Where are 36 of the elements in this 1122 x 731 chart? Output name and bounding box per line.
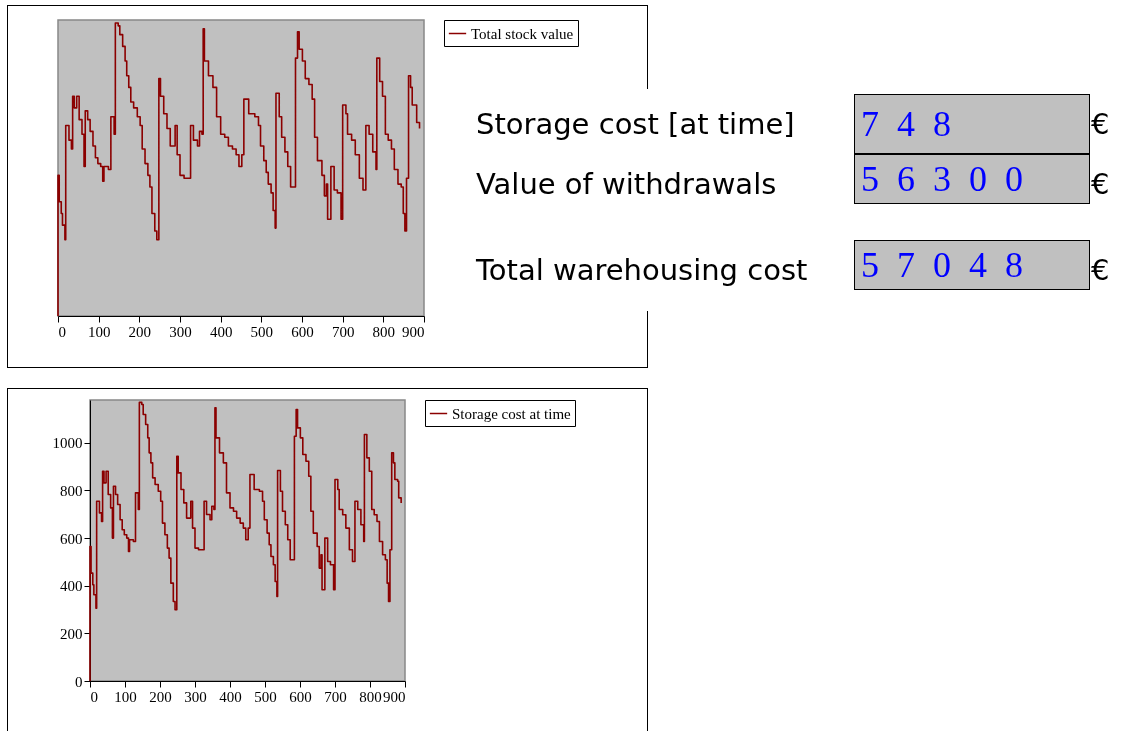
text: €: [1091, 167, 1110, 201]
x-tick-label: 800: [372, 323, 396, 340]
x-tick-label: 100: [114, 688, 137, 705]
x-tick-label: 500: [250, 323, 274, 340]
x-tick-label: 200: [128, 323, 152, 340]
y-tick-label: 200: [60, 625, 83, 642]
text: Value of withdrawals: [475, 167, 778, 201]
x-tick-label: 700: [324, 688, 347, 705]
x-tick-label: 0: [90, 688, 98, 705]
y-tick-label: 0: [75, 673, 83, 690]
x-tick-label: 400: [219, 688, 242, 705]
display-field: 748: [854, 94, 1090, 154]
x-tick-label: 700: [331, 323, 355, 340]
x-tick-label: 400: [209, 323, 233, 340]
legend-label: Storage cost at time: [452, 405, 572, 422]
x-tick-label: 600: [291, 323, 314, 340]
text: Total warehousing cost: [475, 253, 809, 287]
y-tick-label: 400: [60, 578, 83, 595]
y-tick-label: 1000: [52, 435, 83, 452]
display-field: 56300: [854, 154, 1090, 204]
x-tick-label: 100: [87, 323, 111, 340]
x-tick-label: 500: [254, 688, 277, 705]
x-tick-label: 600: [289, 688, 312, 705]
legend-label: Total stock value: [471, 25, 574, 42]
y-tick-label: 600: [60, 530, 83, 547]
text: €: [1091, 253, 1110, 287]
x-tick-label: 300: [184, 688, 207, 705]
text: €: [1091, 107, 1110, 141]
display-field: 57048: [854, 240, 1090, 290]
x-tick-label: 900: [402, 323, 425, 340]
x-tick-label: 900: [383, 688, 406, 705]
x-tick-label: 800: [359, 688, 382, 705]
text: Storage cost [at time]: [475, 107, 796, 141]
x-tick-label: 300: [169, 323, 192, 340]
x-tick-label: 200: [149, 688, 172, 705]
y-tick-label: 800: [60, 482, 83, 499]
